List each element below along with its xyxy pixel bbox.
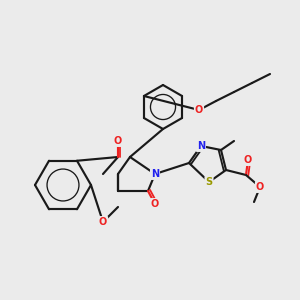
Text: O: O	[195, 105, 203, 115]
Text: O: O	[151, 199, 159, 209]
Text: O: O	[114, 136, 122, 146]
Text: N: N	[197, 141, 205, 151]
Text: N: N	[151, 169, 159, 179]
Text: S: S	[206, 177, 213, 187]
Text: O: O	[99, 217, 107, 227]
Text: O: O	[244, 155, 252, 165]
Text: O: O	[256, 182, 264, 192]
